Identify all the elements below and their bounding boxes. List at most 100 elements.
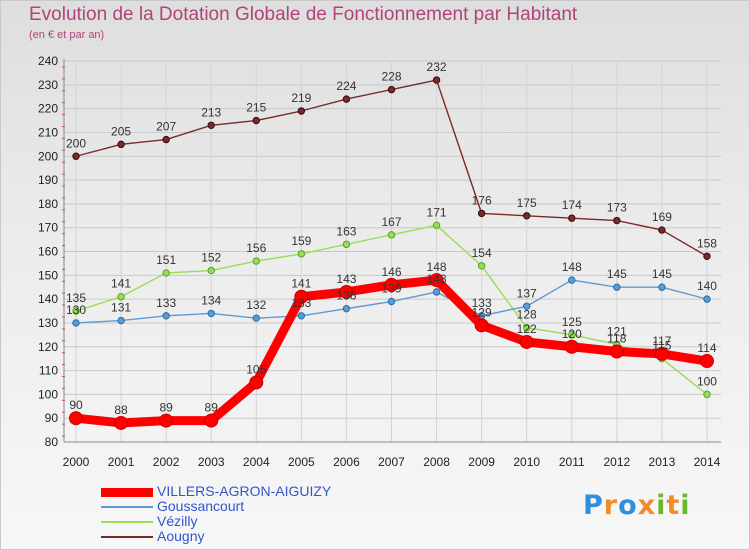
legend-swatch [101,521,153,523]
data-point-aougny-2003 [207,121,215,129]
data-label-villers-agron-aiguizy-2004: 105 [246,362,266,376]
data-label-aougny-2004: 215 [246,101,266,115]
data-label-villers-agron-aiguizy-2003: 89 [205,401,219,415]
logo-letter: i [680,490,691,521]
data-label-goussancourt-2009: 133 [472,296,492,310]
data-point-goussancourt-2000 [72,319,80,327]
axes: 8090100110120130140150160170180190200210… [38,54,721,469]
data-point-v-zilly-2009 [477,262,486,270]
data-point-villers-agron-aiguizy-2006 [339,284,354,299]
data-label-aougny-2006: 224 [336,79,356,93]
y-tick-label-190: 190 [38,173,58,187]
y-tick-label-160: 160 [38,245,58,259]
y-tick-label-100: 100 [38,387,58,401]
y-tick-label-80: 80 [45,435,59,449]
x-tick-label-2014: 2014 [694,455,721,469]
y-tick-label-150: 150 [38,268,58,282]
y-tick-label-210: 210 [38,125,58,139]
data-point-v-zilly-2011 [568,331,576,339]
data-point-v-zilly-2006 [342,240,351,249]
data-label-goussancourt-2013: 145 [652,267,672,281]
data-point-goussancourt-2003 [207,309,215,318]
data-label-goussancourt-2014: 140 [697,279,717,293]
logo-letter: r [603,490,619,521]
data-label-goussancourt-2000: 130 [66,303,86,317]
logo-letter: t [666,490,681,521]
data-label-aougny-2013: 169 [652,210,672,224]
data-label-goussancourt-2010: 137 [517,286,537,300]
data-point-villers-agron-aiguizy-2002 [159,413,174,428]
data-label-goussancourt-2011: 148 [562,260,582,274]
logo-letter: x [637,490,657,521]
legend-label: Aougny [157,528,205,544]
data-label-v-zilly-2003: 152 [201,251,221,265]
data-label-goussancourt-2004: 132 [246,298,266,312]
data-point-v-zilly-2007 [387,231,396,239]
data-point-villers-agron-aiguizy-2014 [699,354,714,369]
data-point-aougny-2009 [477,209,486,218]
data-label-goussancourt-2012: 145 [607,267,627,281]
x-tick-label-2009: 2009 [468,455,495,469]
legend-label: VILLERS-AGRON-AIGUIZY [157,483,332,499]
proxiti-logo: Proxiti [583,490,691,521]
data-label-goussancourt-2002: 133 [156,296,176,310]
data-label-aougny-2005: 219 [291,91,311,105]
x-tick-label-2003: 2003 [198,455,225,469]
data-point-v-zilly-2008 [432,221,441,230]
series-group [69,76,714,430]
data-label-villers-agron-aiguizy-2008: 148 [427,260,447,274]
data-label-aougny-2011: 174 [562,198,582,212]
data-label-aougny-2009: 176 [472,193,492,207]
data-point-v-zilly-2000 [72,307,80,315]
data-label-aougny-2014: 158 [697,236,717,250]
data-label-villers-agron-aiguizy-2013: 117 [652,334,671,348]
data-label-aougny-2000: 200 [66,136,86,150]
data-point-aougny-2007 [387,85,396,94]
x-tick-label-2001: 2001 [108,455,135,469]
data-point-goussancourt-2011 [568,276,576,284]
x-tick-label-2007: 2007 [378,455,405,469]
chart-title: Evolution de la Dotation Globale de Fonc… [29,4,578,25]
data-label-goussancourt-2008: 143 [427,272,447,286]
data-label-goussancourt-2003: 134 [201,293,221,307]
logo-letter: o [618,490,638,521]
data-label-v-zilly-2004: 156 [246,241,266,255]
data-point-villers-agron-aiguizy-2008 [429,273,444,288]
data-label-v-zilly-2011: 125 [562,315,582,329]
y-tick-label-170: 170 [38,221,58,235]
data-label-v-zilly-2010: 128 [517,308,537,322]
data-point-goussancourt-2013 [658,283,666,291]
data-label-aougny-2002: 207 [156,120,176,134]
data-label-v-zilly-2012: 121 [607,324,627,338]
y-tick-label-200: 200 [38,149,58,163]
data-point-aougny-2014 [703,252,711,260]
data-label-villers-agron-aiguizy-2006: 143 [336,272,356,286]
data-point-villers-agron-aiguizy-2001 [114,415,129,430]
legend-swatch [101,506,153,508]
data-label-villers-agron-aiguizy-2001: 88 [114,403,128,417]
data-point-v-zilly-2005 [297,250,306,258]
data-point-goussancourt-2008 [432,288,441,296]
data-point-villers-agron-aiguizy-2004 [249,375,264,390]
data-point-villers-agron-aiguizy-2005 [294,289,309,304]
data-label-goussancourt-2001: 131 [111,301,131,315]
data-label-goussancourt-2007: 139 [381,282,401,296]
data-label-villers-agron-aiguizy-2014: 114 [697,341,716,355]
data-label-aougny-2012: 173 [607,201,627,215]
data-point-villers-agron-aiguizy-2012 [609,344,624,359]
data-point-villers-agron-aiguizy-2010 [519,334,534,349]
data-point-goussancourt-2012 [613,283,621,291]
data-point-v-zilly-2014 [703,390,711,399]
data-point-aougny-2012 [613,216,621,225]
data-label-v-zilly-2009: 154 [472,246,492,260]
chart-subtitle: (en € et par an) [29,29,105,41]
data-label-aougny-2007: 228 [381,70,401,84]
data-label-villers-agron-aiguizy-2011: 120 [562,327,582,341]
data-label-v-zilly-2008: 171 [427,205,447,219]
logo-letter: i [656,490,667,521]
data-point-goussancourt-2006 [342,304,351,313]
data-label-v-zilly-2001: 141 [111,277,131,291]
data-label-v-zilly-2005: 159 [291,234,311,248]
